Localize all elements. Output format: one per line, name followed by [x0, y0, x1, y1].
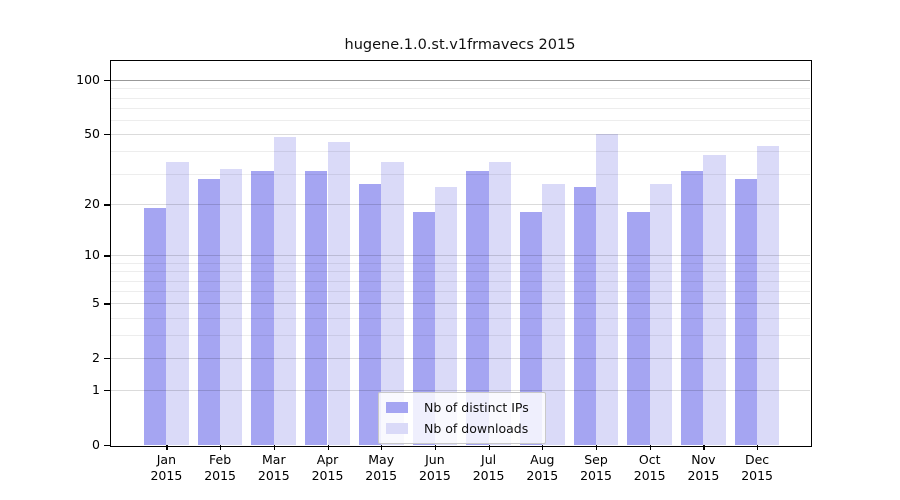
x-tick-label-jul: Jul 2015 — [472, 452, 505, 483]
x-tick-mark — [166, 445, 168, 450]
x-tick-label-sep: Sep 2015 — [580, 452, 612, 483]
y-tick-mark — [104, 255, 110, 257]
x-tick-mark — [488, 445, 490, 450]
bar-aug-ips — [519, 212, 543, 445]
x-tick-label-dec: Dec 2015 — [741, 452, 773, 483]
minor-gridline — [110, 151, 810, 153]
bar-nov-downloads — [703, 155, 726, 445]
y-tick-mark — [104, 134, 110, 136]
y-tick-mark — [104, 390, 110, 392]
y-tick-label: 50 — [84, 126, 100, 142]
legend-label-downloads: Nb of downloads — [424, 421, 529, 436]
bar-jul-downloads — [488, 161, 511, 445]
x-tick-label-jan: Jan 2015 — [150, 452, 183, 483]
bar-nov-ips — [681, 171, 704, 445]
legend-label-distinct-ips: Nb of distinct IPs — [424, 400, 529, 415]
bar-dec-ips — [734, 178, 758, 445]
y-tick-label: 0 — [92, 437, 100, 452]
legend-item-downloads: Nb of downloads — [386, 421, 529, 436]
bar-feb-ips — [197, 178, 221, 445]
minor-gridline — [110, 120, 810, 122]
bar-oct-downloads — [649, 184, 673, 445]
y-tick-mark — [104, 445, 110, 447]
y-tick-label: 5 — [92, 295, 100, 311]
minor-gridline — [110, 88, 810, 90]
bar-aug-downloads — [542, 184, 565, 445]
major-gridline — [110, 204, 810, 206]
x-tick-mark — [381, 445, 383, 450]
y-tick-label: 2 — [92, 350, 100, 366]
x-tick-mark — [757, 445, 759, 450]
major-gridline — [110, 390, 810, 392]
bar-feb-downloads — [220, 168, 243, 445]
major-gridline — [110, 255, 810, 257]
x-tick-label-nov: Nov 2015 — [687, 452, 720, 483]
x-tick-mark — [327, 445, 329, 450]
minor-gridline — [110, 317, 810, 319]
x-tick-label-apr: Apr 2015 — [311, 452, 344, 483]
bar-apr-ips — [305, 171, 328, 445]
x-tick-mark — [434, 445, 437, 450]
bar-mar-downloads — [273, 137, 297, 445]
x-tick-mark — [273, 445, 275, 450]
legend: Nb of distinct IPs Nb of downloads — [378, 392, 546, 444]
bar-dec-downloads — [757, 145, 780, 445]
bar-jun-ips — [412, 212, 435, 445]
x-tick-mark — [703, 445, 705, 450]
minor-gridline — [110, 271, 810, 273]
bar-sep-downloads — [596, 134, 619, 445]
minor-gridline — [110, 108, 810, 110]
y-tick-mark — [104, 80, 110, 82]
minor-gridline — [110, 263, 810, 264]
minor-gridline — [110, 173, 810, 175]
y-tick-label: 1 — [92, 382, 100, 398]
minor-gridline — [110, 97, 810, 99]
minor-gridline — [110, 280, 810, 282]
x-tick-label-feb: Feb 2015 — [204, 452, 236, 483]
y-tick-label: 10 — [84, 247, 100, 263]
legend-item-distinct-ips: Nb of distinct IPs — [386, 400, 529, 415]
bar-may-downloads — [381, 161, 404, 445]
legend-swatch-downloads — [386, 423, 408, 434]
bar-may-ips — [358, 184, 382, 445]
x-tick-label-oct: Oct 2015 — [633, 452, 666, 483]
x-tick-mark — [596, 445, 598, 450]
bar-oct-ips — [627, 212, 650, 445]
legend-swatch-distinct-ips — [386, 402, 408, 413]
y-tick-mark — [104, 358, 110, 360]
x-tick-mark — [220, 445, 222, 450]
y-tick-mark — [104, 204, 110, 206]
x-tick-label-aug: Aug 2015 — [526, 452, 559, 483]
y-tick-mark — [104, 303, 110, 305]
bar-jan-ips — [144, 208, 167, 445]
y-tick-label: 20 — [84, 196, 100, 212]
y-tick-label: 100 — [76, 72, 100, 88]
x-tick-label-may: May 2015 — [365, 452, 398, 483]
x-tick-label-mar: Mar 2015 — [257, 452, 290, 483]
bar-jul-ips — [466, 171, 489, 445]
x-tick-mark — [542, 445, 544, 450]
plot-frame — [110, 60, 812, 447]
x-tick-label-jun: Jun 2015 — [418, 452, 451, 483]
chart-title: hugene.1.0.st.v1frmavecs 2015 — [344, 37, 576, 53]
minor-gridline — [110, 291, 810, 293]
minor-gridline — [110, 335, 810, 337]
bar-sep-ips — [573, 187, 596, 445]
major-gridline — [110, 80, 810, 82]
major-gridline — [110, 134, 810, 136]
bar-jan-downloads — [166, 161, 189, 445]
major-gridline — [110, 303, 810, 305]
bar-mar-ips — [251, 171, 274, 445]
bar-apr-downloads — [327, 142, 350, 445]
bar-jun-downloads — [434, 187, 458, 445]
x-tick-mark — [649, 445, 651, 450]
major-gridline — [110, 358, 810, 360]
